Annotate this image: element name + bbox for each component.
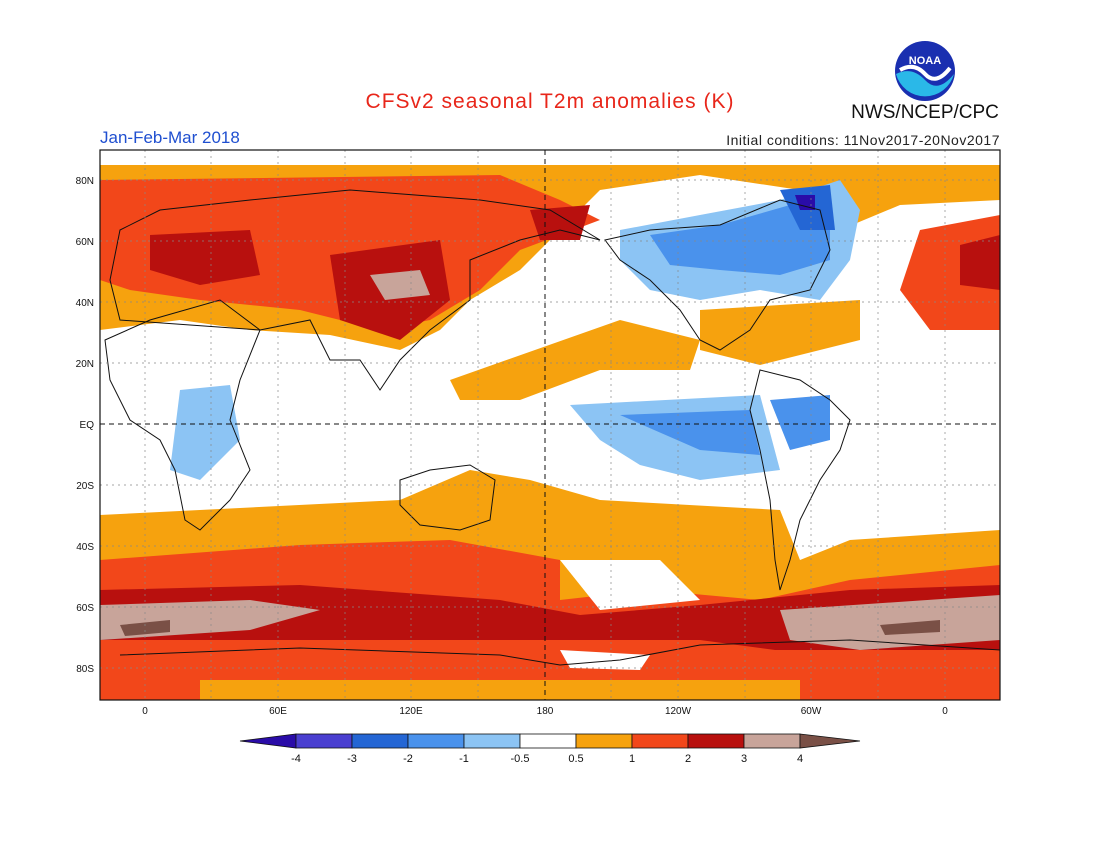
latitude-labels: 80N 60N 40N 20N EQ 20S 40S 60S 80S <box>76 176 95 675</box>
lat-label: 20N <box>76 359 94 370</box>
noaa-logo: NOAA <box>895 41 955 101</box>
colorbar-swatch <box>519 733 577 749</box>
lon-label: 120W <box>665 706 692 717</box>
colorbar-swatch <box>239 733 297 749</box>
colorbar-label: -3 <box>347 753 357 765</box>
lat-label: 40S <box>76 542 94 553</box>
chart-title: CFSv2 seasonal T2m anomalies (K) <box>365 90 735 113</box>
map-frame <box>99 149 1001 701</box>
lon-label: 60W <box>801 706 822 717</box>
colorbar <box>239 733 861 749</box>
lat-label: 80N <box>76 176 94 187</box>
lat-label: 40N <box>76 298 94 309</box>
lat-label: EQ <box>80 420 95 431</box>
coastlines <box>104 189 1000 666</box>
colorbar-label: 4 <box>797 753 803 765</box>
lon-label: 0 <box>142 706 148 717</box>
equator-dateline <box>100 150 1000 700</box>
colorbar-swatch <box>463 733 521 749</box>
lat-label: 20S <box>76 481 94 492</box>
colorbar-swatch <box>799 733 861 749</box>
colorbar-swatch <box>351 733 409 749</box>
longitude-labels: 0 60E 120E 180 120W 60W 0 <box>142 706 948 717</box>
svg-text:NOAA: NOAA <box>909 55 941 67</box>
colorbar-swatch <box>743 733 801 749</box>
lon-label: 0 <box>942 706 948 717</box>
colorbar-swatch <box>631 733 689 749</box>
colorbar-swatch <box>575 733 633 749</box>
colorbar-label: -4 <box>291 753 301 765</box>
lon-label: 180 <box>537 706 554 717</box>
agency-label: NWS/NCEP/CPC <box>851 102 999 123</box>
colorbar-swatch <box>687 733 745 749</box>
colorbar-label: -1 <box>459 753 469 765</box>
colorbar-label: 1 <box>629 753 635 765</box>
colorbar-swatch <box>295 733 353 749</box>
lat-label: 60N <box>76 237 94 248</box>
colorbar-label: 2 <box>685 753 691 765</box>
colorbar-swatch <box>407 733 465 749</box>
initial-conditions: Initial conditions: 11Nov2017-20Nov2017 <box>726 132 1000 148</box>
graticule <box>100 150 1000 700</box>
map-field <box>100 150 1000 700</box>
lon-label: 120E <box>399 706 423 717</box>
lat-label: 80S <box>76 664 94 675</box>
colorbar-labels: -4 -3 -2 -1 -0.5 0.5 1 2 3 4 <box>291 753 803 765</box>
forecast-period: Jan-Feb-Mar 2018 <box>100 128 240 147</box>
colorbar-label: 0.5 <box>568 753 583 765</box>
colorbar-label: -0.5 <box>511 753 530 765</box>
lat-label: 60S <box>76 603 94 614</box>
colorbar-label: -2 <box>403 753 413 765</box>
lon-label: 60E <box>269 706 287 717</box>
colorbar-label: 3 <box>741 753 747 765</box>
